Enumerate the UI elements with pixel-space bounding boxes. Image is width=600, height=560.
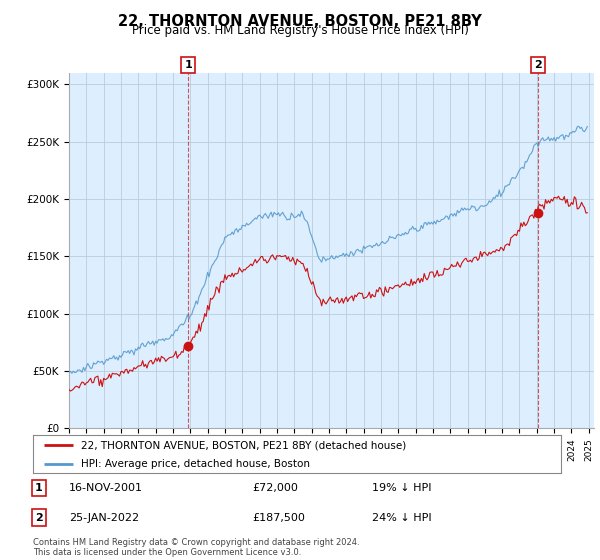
Text: 1: 1: [184, 60, 192, 70]
Text: 25-JAN-2022: 25-JAN-2022: [69, 513, 139, 522]
Text: 24% ↓ HPI: 24% ↓ HPI: [372, 513, 431, 522]
Text: 19% ↓ HPI: 19% ↓ HPI: [372, 483, 431, 493]
Text: 2: 2: [534, 60, 542, 70]
Text: 16-NOV-2001: 16-NOV-2001: [69, 483, 143, 493]
Text: Contains HM Land Registry data © Crown copyright and database right 2024.
This d: Contains HM Land Registry data © Crown c…: [33, 538, 359, 557]
Text: 2: 2: [35, 513, 43, 522]
Text: 22, THORNTON AVENUE, BOSTON, PE21 8BY: 22, THORNTON AVENUE, BOSTON, PE21 8BY: [118, 14, 482, 29]
Text: 1: 1: [35, 483, 43, 493]
Text: HPI: Average price, detached house, Boston: HPI: Average price, detached house, Bost…: [80, 459, 310, 469]
Text: £187,500: £187,500: [252, 513, 305, 522]
Text: Price paid vs. HM Land Registry's House Price Index (HPI): Price paid vs. HM Land Registry's House …: [131, 24, 469, 37]
Text: 22, THORNTON AVENUE, BOSTON, PE21 8BY (detached house): 22, THORNTON AVENUE, BOSTON, PE21 8BY (d…: [80, 440, 406, 450]
Text: £72,000: £72,000: [252, 483, 298, 493]
